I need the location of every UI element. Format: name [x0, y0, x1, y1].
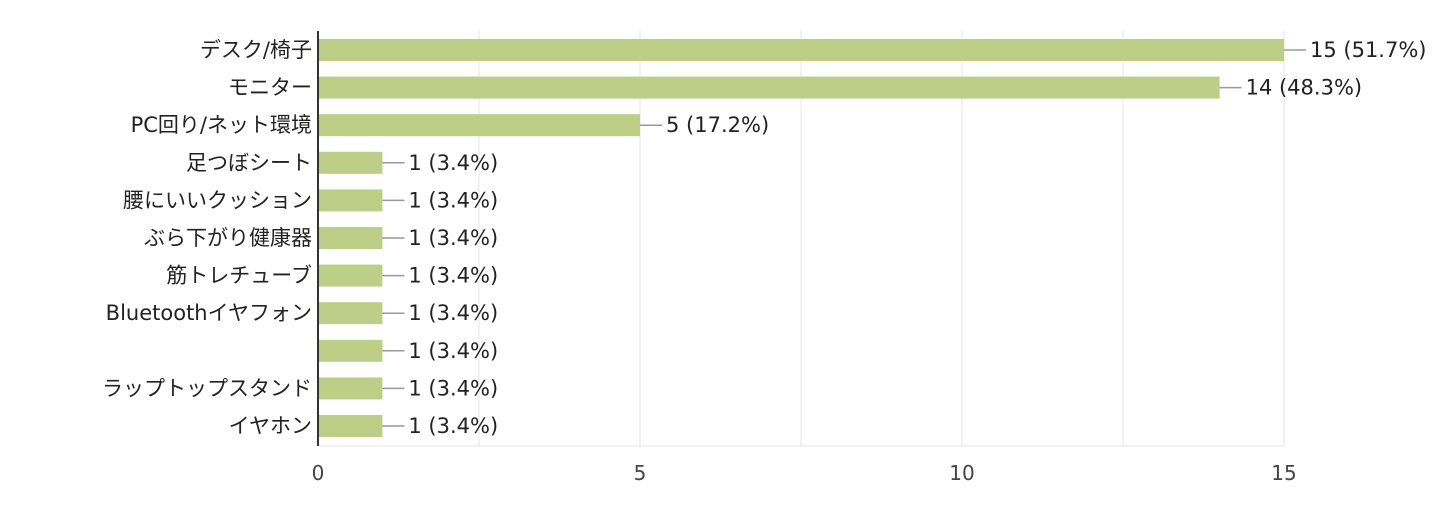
data-label: 1 (3.4%) — [408, 414, 498, 438]
data-label: 1 (3.4%) — [408, 188, 498, 212]
category-label: ラップトップスタンド — [102, 376, 312, 400]
category-label: 足つぼシート — [186, 151, 312, 175]
data-label: 5 (17.2%) — [666, 113, 769, 137]
category-label: PC回り/ネット環境 — [131, 113, 312, 137]
category-label: イヤホン — [229, 414, 312, 438]
bars — [318, 39, 1284, 437]
gridlines — [318, 31, 1285, 447]
category-label: 腰にいいクッション — [123, 188, 312, 212]
bar — [318, 39, 1284, 61]
data-label: 1 (3.4%) — [408, 151, 498, 175]
bar — [318, 76, 1220, 99]
category-label: ぶら下がり健康器 — [144, 226, 312, 250]
category-label: モニター — [228, 76, 312, 100]
bar — [318, 415, 383, 437]
bar — [318, 302, 383, 325]
category-label: 筋トレチューブ — [166, 264, 312, 288]
bar — [318, 339, 383, 362]
bar — [318, 377, 383, 400]
data-labels: 15 (51.7%) 14 (48.3%) 5 (17.2%) 1 (3.4%) 1 (… — [408, 38, 1426, 438]
x-tick-label: 15 — [1271, 461, 1296, 485]
bar — [318, 189, 383, 212]
x-tick-label: 5 — [634, 461, 647, 485]
x-tick-labels: 0 5 10 15 — [312, 461, 1297, 485]
data-label: 15 (51.7%) — [1310, 38, 1427, 62]
data-label: 1 (3.4%) — [408, 264, 498, 288]
category-label: Bluetoothイヤフォン — [106, 301, 312, 325]
bar — [318, 151, 383, 174]
x-tick-label: 0 — [312, 461, 325, 485]
data-label: 1 (3.4%) — [408, 376, 498, 400]
x-tick-label: 10 — [949, 461, 974, 485]
category-label: デスク/椅子 — [200, 38, 312, 62]
leader-lines — [382, 49, 1306, 427]
data-label: 1 (3.4%) — [408, 226, 498, 250]
bar — [318, 114, 640, 137]
data-label: 1 (3.4%) — [408, 301, 498, 325]
data-label: 1 (3.4%) — [408, 339, 498, 363]
bar — [318, 227, 383, 249]
bar — [318, 264, 383, 287]
data-label: 14 (48.3%) — [1246, 76, 1363, 100]
